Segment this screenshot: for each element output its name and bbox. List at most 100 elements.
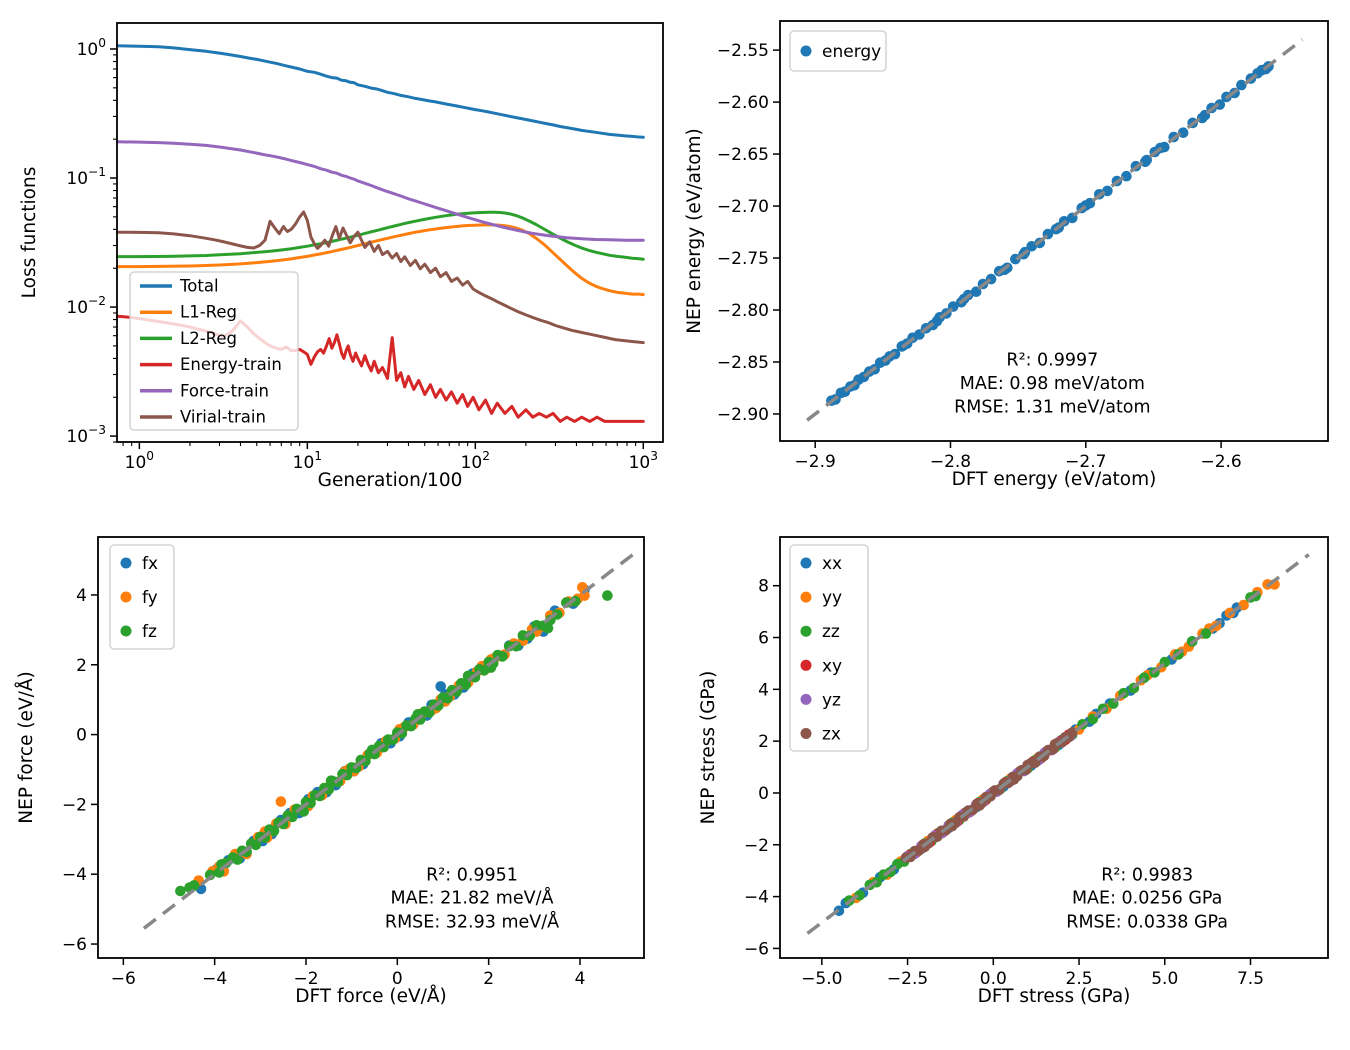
legend-dot-sample — [800, 557, 812, 569]
x-tick-label: −2.7 — [1065, 452, 1106, 472]
legend-label: zz — [822, 622, 840, 642]
x-axis-label: DFT force (eV/Å) — [295, 985, 447, 1007]
legend-dot-sample — [120, 557, 132, 569]
legend-stress: xx yy zz xy yz zx — [789, 544, 869, 752]
y-tick-label: 100 — [77, 36, 106, 60]
legend-label: energy — [822, 42, 881, 62]
axes-frame — [97, 536, 645, 959]
series-Force-train — [115, 140, 645, 242]
y-tick-label: −6 — [744, 939, 769, 959]
legend-label: L2-Reg — [180, 329, 237, 348]
x-tick-label: 100 — [125, 449, 154, 473]
series-L2-Reg — [115, 210, 645, 261]
panel-energy: −2.9 −2.8 −2.7 −2.6 −2.55 −2.60 −2.65 −2.70 −2.7… — [684, 20, 1329, 490]
stats-line: R²: 0.9997 — [1006, 350, 1098, 370]
x-axis-label: DFT stress (GPa) — [978, 986, 1131, 1007]
stats-line: MAE: 0.0256 GPa — [1072, 889, 1222, 909]
y-tick-label: 0 — [76, 726, 87, 746]
y-tick-label: −2.80 — [717, 301, 769, 321]
y-tick-label: 0 — [758, 784, 769, 804]
y-axis-label: NEP stress (GPa) — [698, 671, 719, 825]
axes-frame — [779, 536, 1329, 959]
legend-label: L1-Reg — [180, 303, 237, 322]
legend-energy: energy — [789, 30, 887, 72]
stats-line: MAE: 21.82 meV/Å — [391, 887, 554, 909]
legend-label: fz — [142, 622, 157, 642]
stats-line: MAE: 0.98 meV/atom — [960, 374, 1145, 394]
x-tick-label: 7.5 — [1237, 969, 1264, 989]
y-tick-label: 10−2 — [66, 294, 106, 318]
legend-dot-sample — [800, 659, 812, 671]
x-tick-label: −2.8 — [930, 452, 971, 472]
stats-annotation-energy: R²: 0.9997 MAE: 0.98 meV/atom RMSE: 1.31 m… — [954, 350, 1150, 417]
identity-line — [806, 553, 1310, 935]
series-L1-Reg — [115, 223, 645, 297]
panel-force: −6 −4 −2 0 2 4 −6 −4 −2 0 2 4 DFT force (eV/Å) NEP fo… — [15, 536, 645, 1007]
ticks-stress: −5.0 −2.5 0.0 2.5 5.0 7.5 −6 −4 −2 0 2 4 6 8 — [744, 577, 1264, 989]
ticks-force: −6 −4 −2 0 2 4 −6 −4 −2 0 2 4 — [62, 586, 585, 989]
x-tick-label: −4 — [202, 969, 227, 989]
y-tick-label: −4 — [744, 888, 769, 908]
legend-label: zx — [822, 725, 841, 745]
y-axis-label: Loss functions — [19, 167, 40, 299]
legend-label: fx — [142, 554, 158, 574]
legend-dot-sample — [800, 728, 812, 739]
legend-label: Force-train — [180, 381, 269, 400]
x-tick-label: 5.0 — [1151, 969, 1178, 989]
x-tick-label: 2.5 — [1066, 969, 1093, 989]
series-Total — [115, 44, 645, 139]
legend-dot-sample — [120, 625, 132, 637]
x-tick-label: 0 — [392, 969, 403, 989]
legend-dot-sample — [800, 45, 812, 57]
legend-label: Virial-train — [180, 408, 266, 427]
x-axis-label: Generation/100 — [318, 470, 463, 491]
y-tick-label: 10−3 — [66, 423, 106, 447]
y-tick-label: −2 — [744, 836, 769, 856]
legend-force: fx fy fz — [109, 544, 175, 650]
y-axis-label: NEP force (eV/Å) — [15, 671, 37, 823]
y-tick-label: 6 — [758, 629, 769, 649]
y-tick-label: −6 — [62, 935, 87, 955]
x-tick-label: −2.6 — [1200, 452, 1241, 472]
stats-annotation-stress: R²: 0.9983 MAE: 0.0256 GPa RMSE: 0.0338 GP… — [1066, 866, 1228, 933]
ticks-energy: −2.9 −2.8 −2.7 −2.6 −2.55 −2.60 −2.65 −2.70 −2.7… — [717, 41, 1242, 472]
x-tick-label: −2.9 — [795, 452, 836, 472]
series-fz — [175, 590, 613, 897]
x-tick-label: 0.0 — [980, 969, 1007, 989]
x-tick-label: −2.5 — [887, 969, 928, 989]
legend-label: Energy-train — [180, 355, 282, 374]
identity-line — [142, 551, 636, 930]
legend-loss: Total L1-Reg L2-Reg Energy-train Force-train… — [129, 271, 299, 431]
x-tick-label: −2 — [293, 969, 318, 989]
y-tick-label: −2.55 — [717, 41, 769, 61]
legend-dot-sample — [800, 693, 812, 705]
x-axis-label: DFT energy (eV/atom) — [952, 469, 1157, 490]
series-Virial-train — [115, 210, 645, 345]
x-tick-label: −6 — [111, 969, 136, 989]
y-tick-label: −2.60 — [717, 93, 769, 113]
stats-line: R²: 0.9983 — [1101, 866, 1193, 886]
legend-label: yy — [822, 588, 842, 608]
y-tick-label: 4 — [758, 680, 769, 700]
legend-label: xy — [822, 656, 842, 676]
legend-dot-sample — [800, 625, 812, 637]
identity-line — [806, 38, 1304, 422]
x-tick-label: −5.0 — [801, 969, 842, 989]
legend-label: yz — [822, 690, 841, 710]
legend-dot-sample — [120, 591, 132, 603]
legend-label: Total — [179, 277, 219, 296]
x-tick-label: 2 — [483, 969, 494, 989]
y-tick-label: 4 — [76, 586, 87, 606]
axes-frame — [779, 20, 1329, 442]
y-tick-label: −4 — [62, 865, 87, 885]
legend-label: fy — [142, 588, 158, 608]
stats-line: RMSE: 1.31 meV/atom — [954, 397, 1150, 417]
y-tick-label: 2 — [758, 732, 769, 752]
stats-line: RMSE: 0.0338 GPa — [1066, 912, 1228, 932]
x-tick-label: 103 — [629, 449, 658, 473]
y-tick-label: −2 — [62, 795, 87, 815]
panel-stress: −5.0 −2.5 0.0 2.5 5.0 7.5 −6 −4 −2 0 2 4 6 8 DFT stres… — [698, 536, 1329, 1007]
